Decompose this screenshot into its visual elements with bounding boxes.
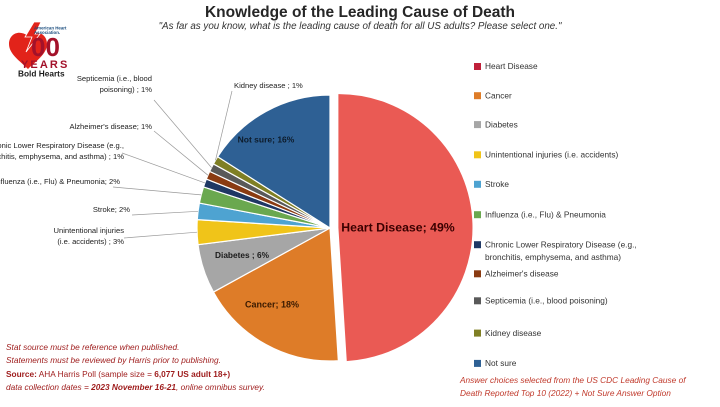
svg-text:Not sure: Not sure (485, 358, 517, 368)
svg-text:Kidney disease ; 1%: Kidney disease ; 1% (234, 81, 303, 90)
svg-text:Unintentional injuries (i.e. a: Unintentional injuries (i.e. accidents) (485, 150, 619, 160)
svg-text:Stroke: Stroke (485, 179, 509, 189)
svg-text:poisoning) ; 1%: poisoning) ; 1% (100, 85, 153, 94)
svg-text:(i.e. accidents) ; 3%: (i.e. accidents) ; 3% (57, 237, 124, 246)
svg-text:Unintentional injuries: Unintentional injuries (54, 226, 125, 235)
svg-text:bronchitis, emphysema, and ast: bronchitis, emphysema, and asthma) ; 1% (0, 152, 124, 161)
svg-text:Heart Disease: Heart Disease (485, 61, 538, 71)
svg-text:Septicemia (i.e., blood poison: Septicemia (i.e., blood poisoning) (485, 296, 608, 306)
svg-text:Kidney disease: Kidney disease (485, 328, 542, 338)
svg-text:Alzheimer's disease: Alzheimer's disease (485, 269, 559, 279)
svg-text:Cancer: Cancer (485, 90, 512, 100)
svg-text:Chronic Lower Respiratory Dise: Chronic Lower Respiratory Disease (e.g., (485, 239, 637, 249)
svg-text:bronchitis, emphysema, and ast: bronchitis, emphysema, and asthma) (485, 252, 621, 262)
svg-text:Not sure; 16%: Not sure; 16% (238, 134, 295, 144)
svg-text:Cancer; 18%: Cancer; 18% (245, 299, 299, 309)
svg-text:Alzheimer's disease; 1%: Alzheimer's disease; 1% (70, 122, 153, 131)
svg-text:Stroke; 2%: Stroke; 2% (93, 205, 130, 214)
svg-text:Heart Disease; 49%: Heart Disease; 49% (341, 220, 455, 234)
svg-text:Diabetes: Diabetes (485, 119, 518, 129)
svg-text:Diabetes ; 6%: Diabetes ; 6% (215, 250, 270, 260)
svg-text:Influenza (i.e., Flu) & Pneumo: Influenza (i.e., Flu) & Pneumonia (485, 209, 606, 219)
svg-text:Septicemia (i.e., blood: Septicemia (i.e., blood (77, 74, 152, 83)
svg-text:Influenza (i.e., Flu) & Pneumo: Influenza (i.e., Flu) & Pneumonia; 2% (0, 177, 120, 186)
svg-text:Chronic Lower Respiratory Dise: Chronic Lower Respiratory Disease (e.g., (0, 141, 124, 150)
